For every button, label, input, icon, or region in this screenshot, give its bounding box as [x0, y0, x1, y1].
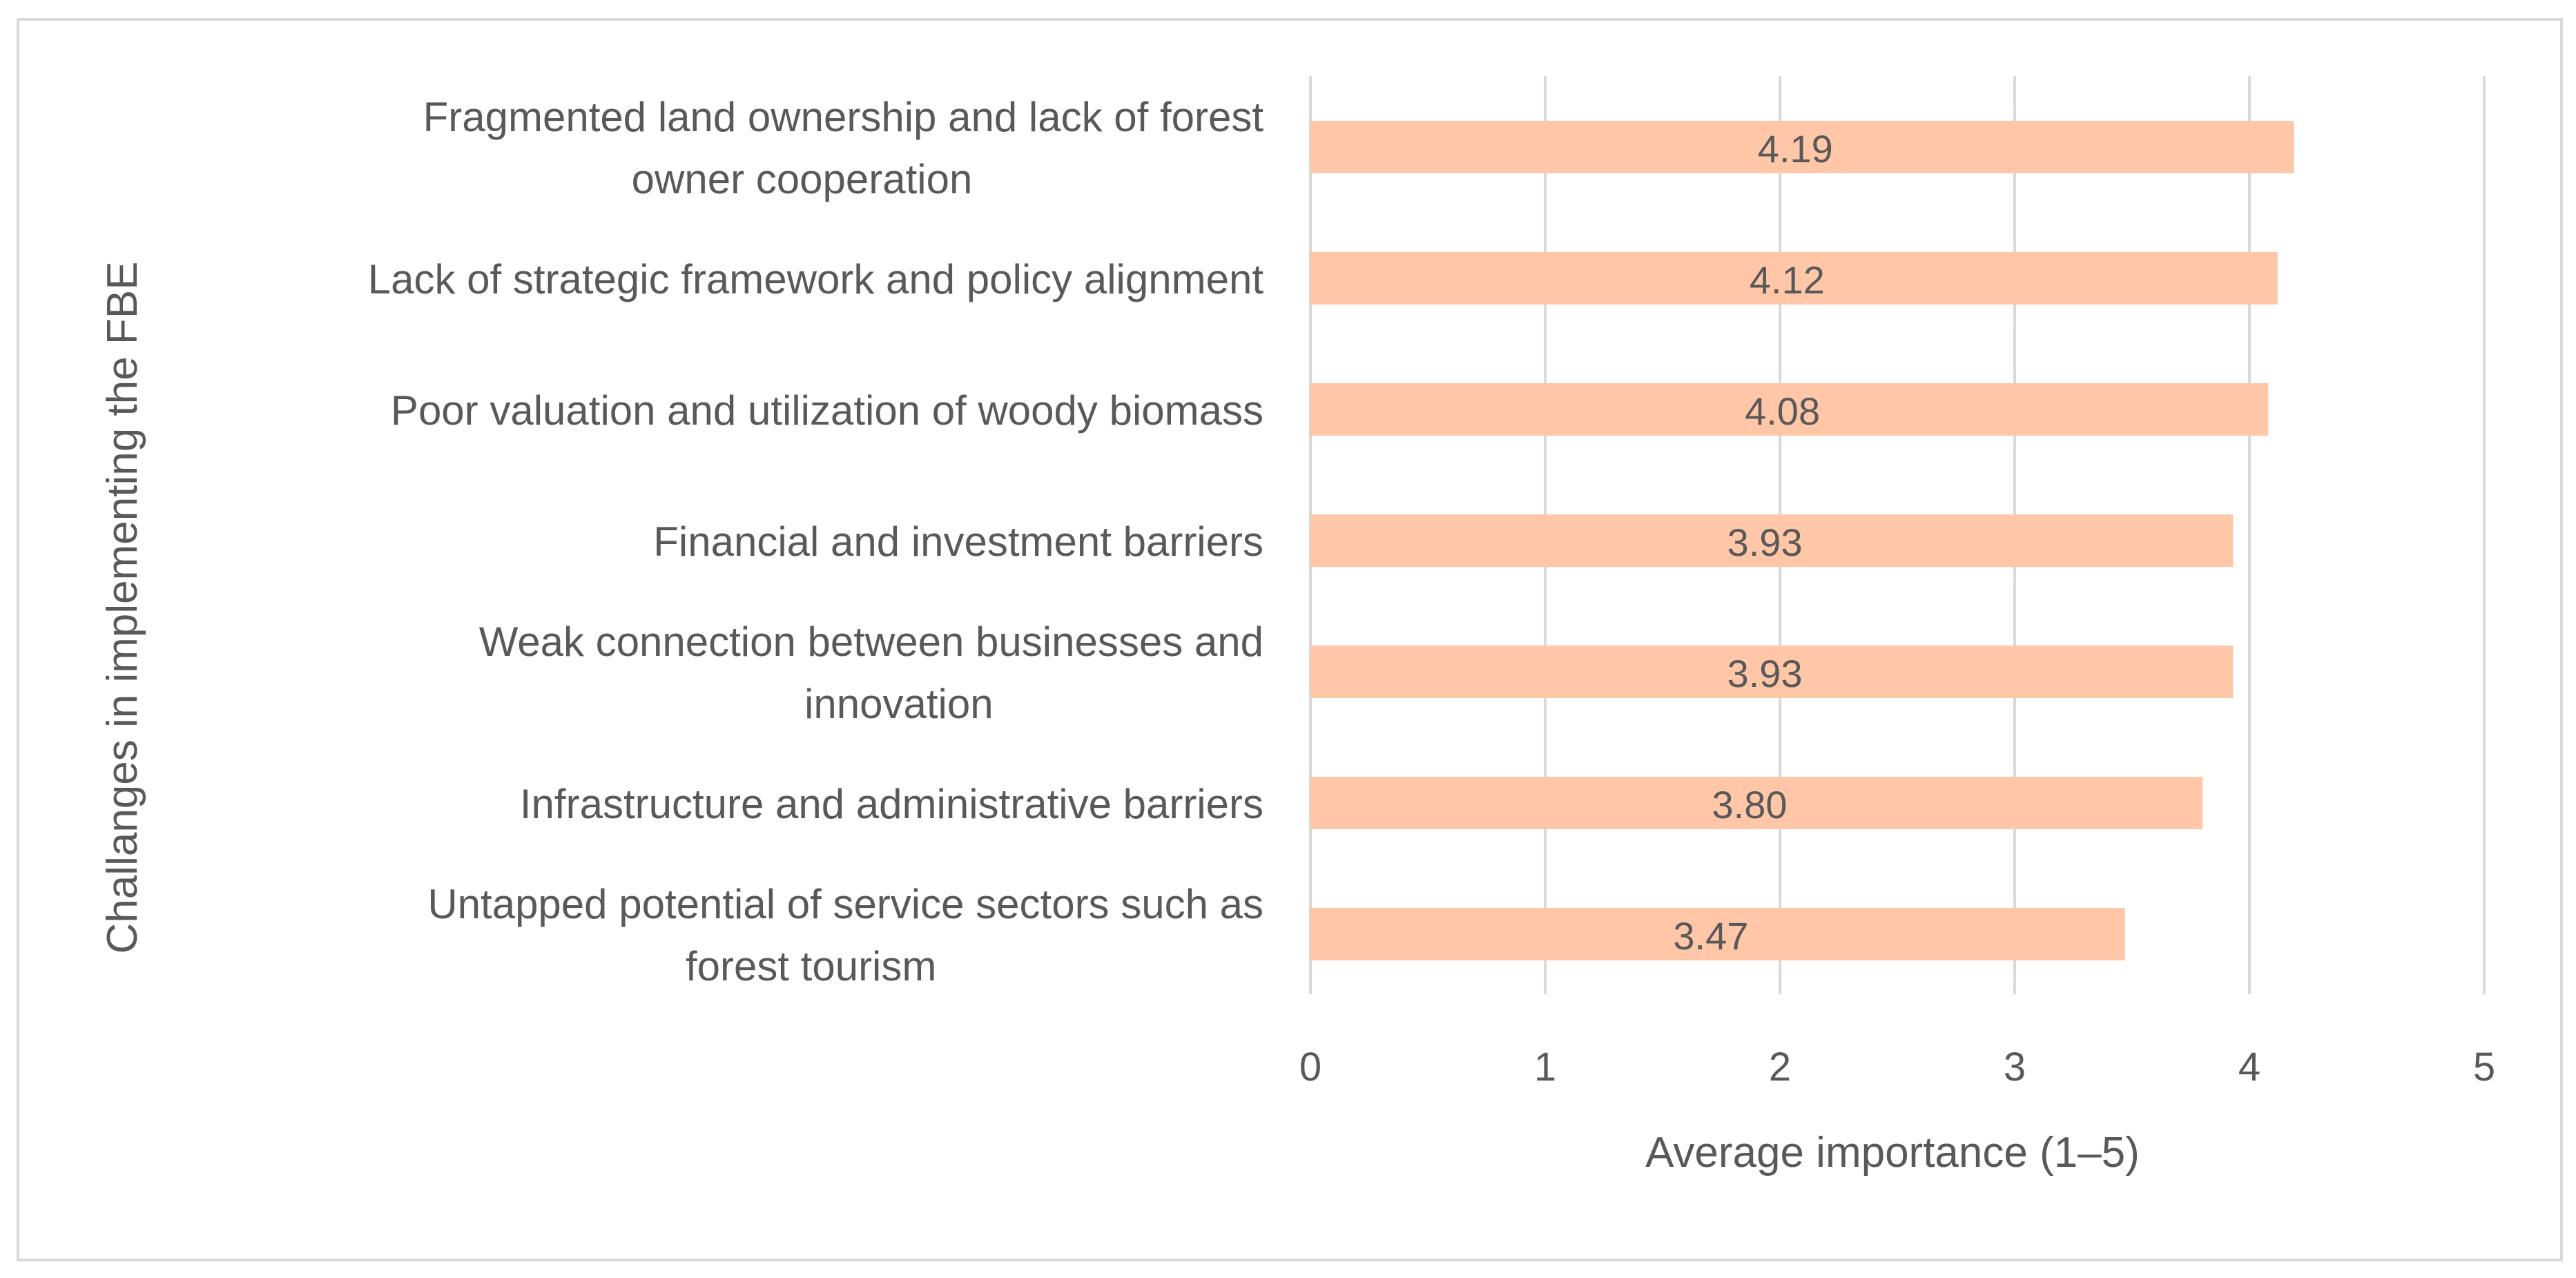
- bar-data-label: 3.93: [1727, 652, 1803, 695]
- x-tick-label: 1: [1534, 1045, 1556, 1090]
- category-label: Infrastructure and administrative barrie…: [520, 781, 1263, 827]
- y-axis-title: Challanges in implementing the FBE: [99, 262, 146, 954]
- x-tick-label: 0: [1299, 1045, 1321, 1090]
- chart-border: [17, 18, 2563, 1261]
- bar: [1310, 908, 2125, 960]
- bar-data-label: 4.19: [1758, 127, 1833, 171]
- category-label: forest tourism: [686, 943, 936, 989]
- category-label: innovation: [804, 681, 994, 727]
- category-label: Weak connection between businesses and: [479, 619, 1263, 665]
- category-labels: Fragmented land ownership and lack of fo…: [368, 94, 1264, 989]
- bar: [1310, 121, 2294, 173]
- bar: [1310, 646, 2234, 698]
- bar-data-label: 3.47: [1673, 914, 1748, 958]
- category-label: Untapped potential of service sectors su…: [427, 881, 1263, 927]
- bar: [1310, 252, 2278, 304]
- bar-data-label: 3.80: [1712, 783, 1788, 826]
- bar-data-label: 3.93: [1727, 521, 1803, 564]
- x-tick-labels: 0 1 2 3 4 5: [1299, 1045, 2495, 1090]
- bar: [1310, 777, 2202, 829]
- bar: [1310, 514, 2234, 567]
- category-label: Financial and investment barriers: [653, 519, 1263, 565]
- category-label: Poor valuation and utilization of woody …: [391, 387, 1263, 434]
- x-axis-title: Average importance (1–5): [1645, 1129, 2140, 1177]
- category-label: Lack of strategic framework and policy a…: [368, 256, 1264, 302]
- x-tick-label: 4: [2238, 1045, 2260, 1090]
- x-tick-label: 2: [1769, 1045, 1791, 1090]
- bars: [1310, 121, 2294, 960]
- bar-data-labels: 4.19 4.12 4.08 3.93 3.93 3.80 3.47: [1673, 127, 1832, 958]
- bar-data-label: 4.12: [1750, 258, 1825, 302]
- bar: [1310, 383, 2269, 436]
- x-tick-label: 5: [2473, 1045, 2495, 1090]
- category-label: owner cooperation: [632, 156, 973, 202]
- x-tick-label: 3: [2004, 1045, 2026, 1090]
- category-label: Fragmented land ownership and lack of fo…: [423, 94, 1264, 140]
- bar-data-label: 4.08: [1745, 389, 1820, 433]
